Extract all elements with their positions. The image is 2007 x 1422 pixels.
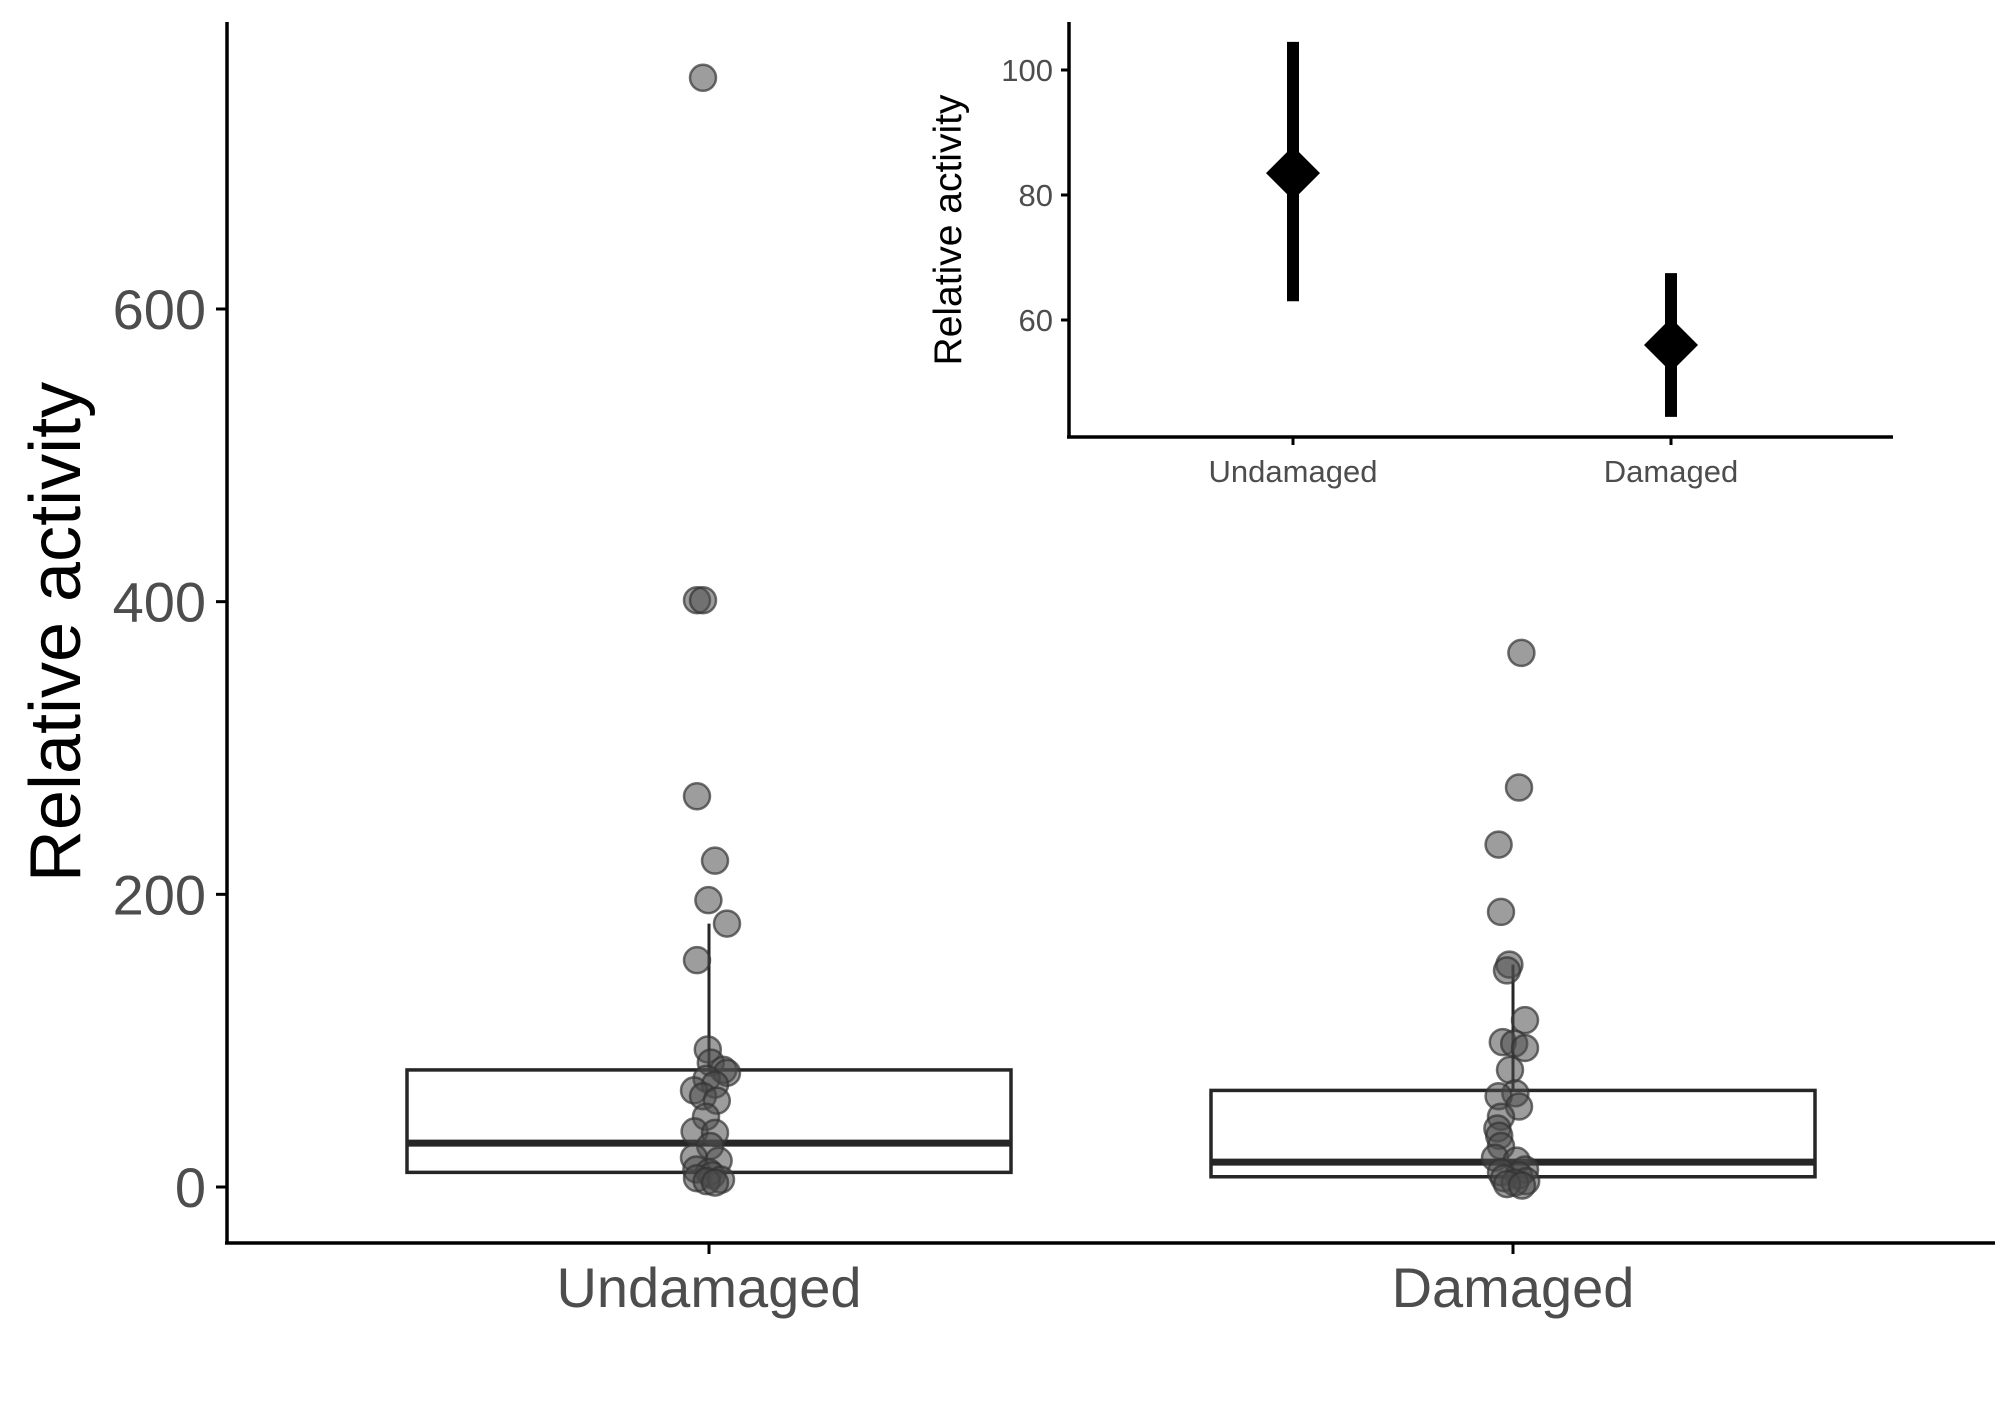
data-point-damaged: [1510, 1005, 1540, 1035]
inset-pointrange-panel: 60 80 100 Undamaged Damaged Relative activi…: [927, 22, 1893, 489]
main-boxplot-panel: 0 200 400 600 Undamaged Damaged Relative act…: [16, 22, 1995, 1319]
main-x-tick-label-damaged: Damaged: [1392, 1256, 1635, 1319]
data-point-undamaged: [694, 885, 723, 915]
main-y-ticks: 0 200 400 600: [113, 278, 227, 1219]
data-point-undamaged: [712, 909, 742, 938]
data-point-damaged: [1507, 1171, 1537, 1200]
data-point-undamaged: [682, 782, 712, 811]
main-y-tick-label: 0: [175, 1156, 206, 1219]
inset-y-tick-label: 80: [1019, 178, 1053, 213]
inset-y-ticks: 60 80 100: [1001, 53, 1069, 338]
inset-x-tick-label-undamaged: Undamaged: [1209, 454, 1378, 489]
inset-mean-marker-damaged: [1644, 318, 1698, 372]
inset-y-tick-label: 100: [1001, 53, 1053, 88]
main-x-ticks: Undamaged Damaged: [556, 1243, 1634, 1319]
inset-y-tick-label: 60: [1019, 303, 1053, 338]
data-point-undamaged: [700, 846, 730, 875]
inset-mean-marker-undamaged: [1266, 146, 1320, 201]
main-x-tick-label-undamaged: Undamaged: [556, 1256, 861, 1319]
inset-x-tick-label-damaged: Damaged: [1604, 454, 1738, 489]
main-y-tick-label: 600: [113, 278, 206, 341]
main-boxes: [405, 923, 1817, 1187]
data-point-damaged: [1492, 956, 1522, 985]
main-y-axis-label: Relative activity: [16, 382, 96, 882]
data-point-undamaged: [688, 585, 718, 615]
data-point-damaged: [1486, 897, 1516, 927]
inset-y-axis-label: Relative activity: [927, 94, 970, 365]
data-point-undamaged: [688, 63, 718, 93]
data-point-damaged: [1504, 773, 1534, 802]
main-y-tick-label: 200: [113, 863, 206, 926]
data-point-undamaged: [682, 945, 712, 975]
inset-marks: [1266, 41, 1698, 417]
data-point-undamaged: [700, 1168, 730, 1197]
data-point-damaged: [1507, 638, 1536, 668]
data-point-damaged: [1484, 830, 1513, 859]
inset-x-ticks: Undamaged Damaged: [1209, 437, 1738, 489]
main-y-tick-label: 400: [113, 571, 206, 634]
main-points: [679, 63, 1541, 1200]
data-point-damaged: [1510, 1033, 1540, 1063]
data-point-damaged: [1495, 1055, 1525, 1085]
